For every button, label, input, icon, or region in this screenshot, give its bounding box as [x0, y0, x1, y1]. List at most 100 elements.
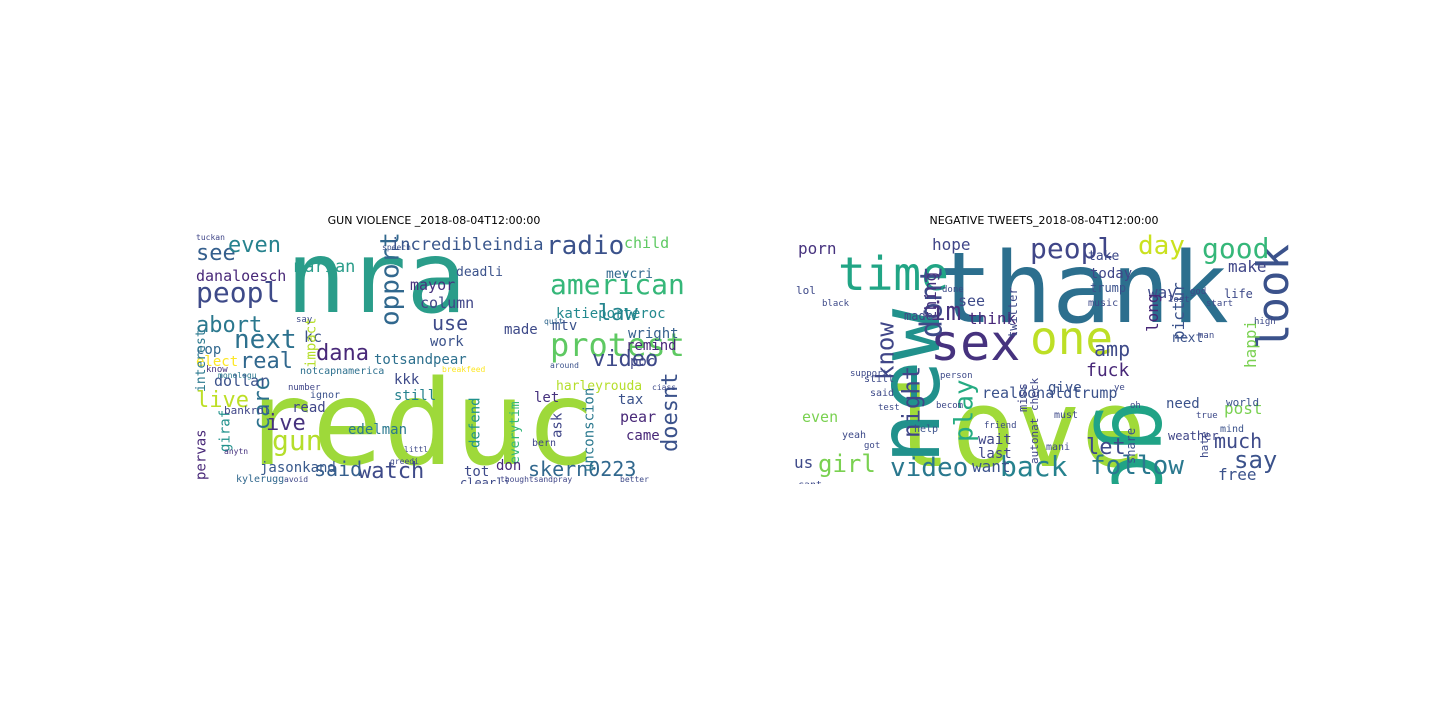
word-day: day	[1138, 232, 1185, 261]
word-know: know	[872, 322, 900, 380]
word-say: say	[1234, 446, 1277, 474]
word-read: read	[292, 400, 326, 416]
word-thoughtsandpray: thoughtsandpray	[500, 475, 572, 484]
word-totsandpear: totsandpear	[374, 352, 467, 368]
word-gun: gun	[272, 424, 323, 457]
word-tot: tot	[464, 464, 489, 480]
word-thank: thank	[934, 232, 1229, 346]
word-tax: tax	[618, 392, 643, 408]
word-don: don	[496, 458, 521, 474]
word-radio: radio	[546, 232, 624, 261]
word-test: test	[878, 403, 900, 413]
word-deadli: deadli	[456, 265, 503, 280]
word-share: share	[1124, 428, 1138, 464]
word-much: much	[1214, 429, 1262, 453]
word-pictur: pictur	[1169, 282, 1188, 340]
word-around: around	[550, 361, 579, 370]
word-done: done	[942, 285, 964, 295]
word-porn: porn	[798, 239, 837, 258]
word-everytim: everytim	[508, 401, 523, 464]
word-ive: ive	[266, 411, 306, 436]
word-lol: lol	[796, 284, 816, 297]
word-defend: defend	[468, 397, 484, 448]
word-katieporteroc: katieporteroc	[556, 306, 666, 322]
word-came: came	[626, 428, 660, 444]
word-littl: littl	[404, 445, 428, 454]
word-need: need	[1166, 396, 1200, 412]
word-wait: wait	[978, 432, 1012, 448]
word-see: see	[196, 241, 236, 266]
word-know: know	[206, 365, 228, 375]
word-long: long	[1143, 293, 1162, 332]
word-danaloesch: danaloesch	[196, 267, 286, 285]
word-avoid: avoid	[284, 475, 308, 484]
word-time: time	[838, 247, 949, 301]
word-peopl: peopl	[1030, 232, 1114, 265]
word-poc: poc	[630, 354, 655, 370]
word-give: give	[1048, 380, 1082, 396]
word-trump: trump	[1090, 281, 1126, 295]
word-around-feel-talk: around feel talk	[1150, 482, 1256, 484]
word-dont: dont	[915, 266, 950, 338]
word-nra: nra	[286, 232, 467, 336]
word-live: live	[196, 388, 249, 413]
word-let: let	[1086, 435, 1126, 460]
word-girl: girl	[818, 450, 876, 478]
word-protest: protest	[550, 326, 684, 364]
word-jasonkand: jasonkand	[260, 460, 336, 476]
word-dollar: dollar	[214, 372, 268, 390]
word-look: look	[1248, 244, 1294, 350]
word-mevcri: mevcri	[606, 267, 653, 282]
word-doesnt: doesnt	[658, 373, 683, 452]
word-post: post	[1224, 399, 1263, 418]
word-happi: happi	[1241, 320, 1260, 368]
word-impact: impact	[304, 317, 320, 368]
word-harleyrouda: harleyrouda	[556, 379, 642, 394]
word-even: even	[802, 408, 838, 426]
word-person: person	[940, 371, 973, 381]
word-man: man	[1198, 331, 1214, 341]
word-must: must	[1054, 410, 1078, 421]
word-twitter: twitter	[1006, 287, 1020, 338]
word-unconscion: unconscion	[582, 388, 598, 472]
negative-tweets-word-cloud: thank love new go look sex one time peopl good day…	[794, 232, 1294, 484]
word-interest: interest	[194, 329, 209, 392]
word-friend: friend	[984, 421, 1017, 431]
word-mind: mind	[1220, 424, 1244, 435]
word-mani: mani	[1046, 442, 1070, 453]
word-mtv: mtv	[552, 318, 577, 334]
word-hate: hate	[1198, 432, 1211, 459]
word-black: black	[822, 299, 850, 309]
word-help: help	[914, 424, 938, 435]
word-miss: miss	[1016, 383, 1030, 412]
word-still: still	[864, 374, 894, 385]
word-weather: weather	[1168, 429, 1219, 443]
word-edelman: edelman	[348, 422, 407, 438]
word-use: use	[432, 311, 468, 335]
word-sex: sex	[930, 314, 1020, 372]
word-real: real	[240, 349, 293, 374]
word-life: life	[1224, 287, 1253, 301]
word-video: video	[890, 453, 968, 483]
word-pear: pear	[620, 408, 656, 426]
word-ask: ask	[550, 412, 566, 438]
word-world: world	[1226, 396, 1259, 409]
word-ignor: ignor	[310, 390, 340, 401]
word-anytn: anytn	[224, 447, 248, 456]
word-support: support	[850, 369, 888, 379]
word-think: think	[968, 309, 1017, 328]
word-giraf: giraf	[218, 410, 234, 452]
word-skern0223: skern0223	[528, 457, 636, 481]
word-free: free	[1218, 465, 1257, 484]
word-back: back	[1000, 450, 1068, 483]
word-breakfeed: breakfeed	[442, 365, 486, 374]
word-elect: elect	[196, 354, 238, 370]
word-today: today	[1090, 266, 1132, 282]
word-clearli: clearli	[460, 476, 511, 484]
word-play: play	[949, 379, 979, 442]
word-thing: thing	[921, 272, 940, 320]
word-even: even	[228, 233, 281, 258]
word-said: said	[870, 388, 894, 399]
